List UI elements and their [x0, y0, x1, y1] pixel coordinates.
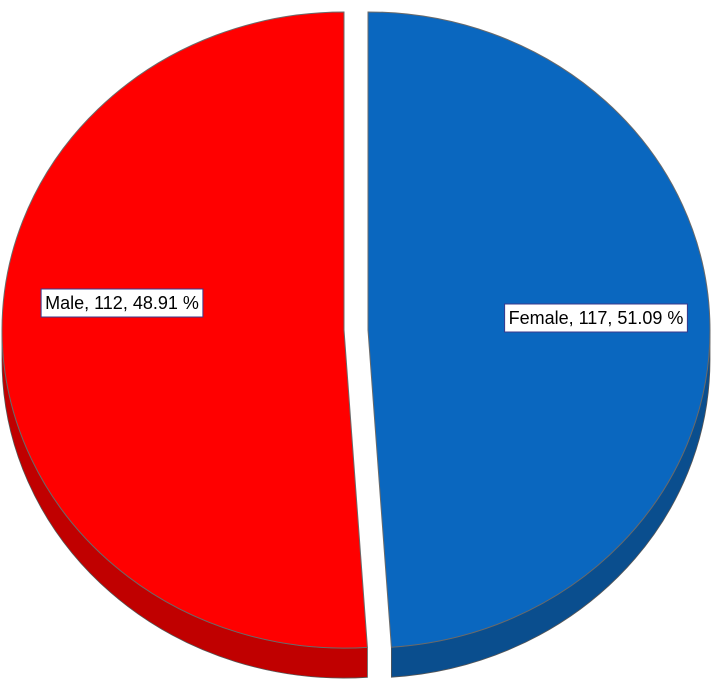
data-label-text-female: Female, 117, 51.09 %: [509, 308, 684, 328]
data-label-female: Female, 117, 51.09 %: [504, 303, 688, 333]
data-label-text-male: Male, 112, 48.91 %: [45, 293, 199, 313]
pie-slice-female: [1, 11, 368, 649]
data-label-box-female: [504, 303, 688, 333]
data-label-male: Male, 112, 48.91 %: [40, 288, 204, 318]
data-label-box-male: [40, 288, 204, 318]
